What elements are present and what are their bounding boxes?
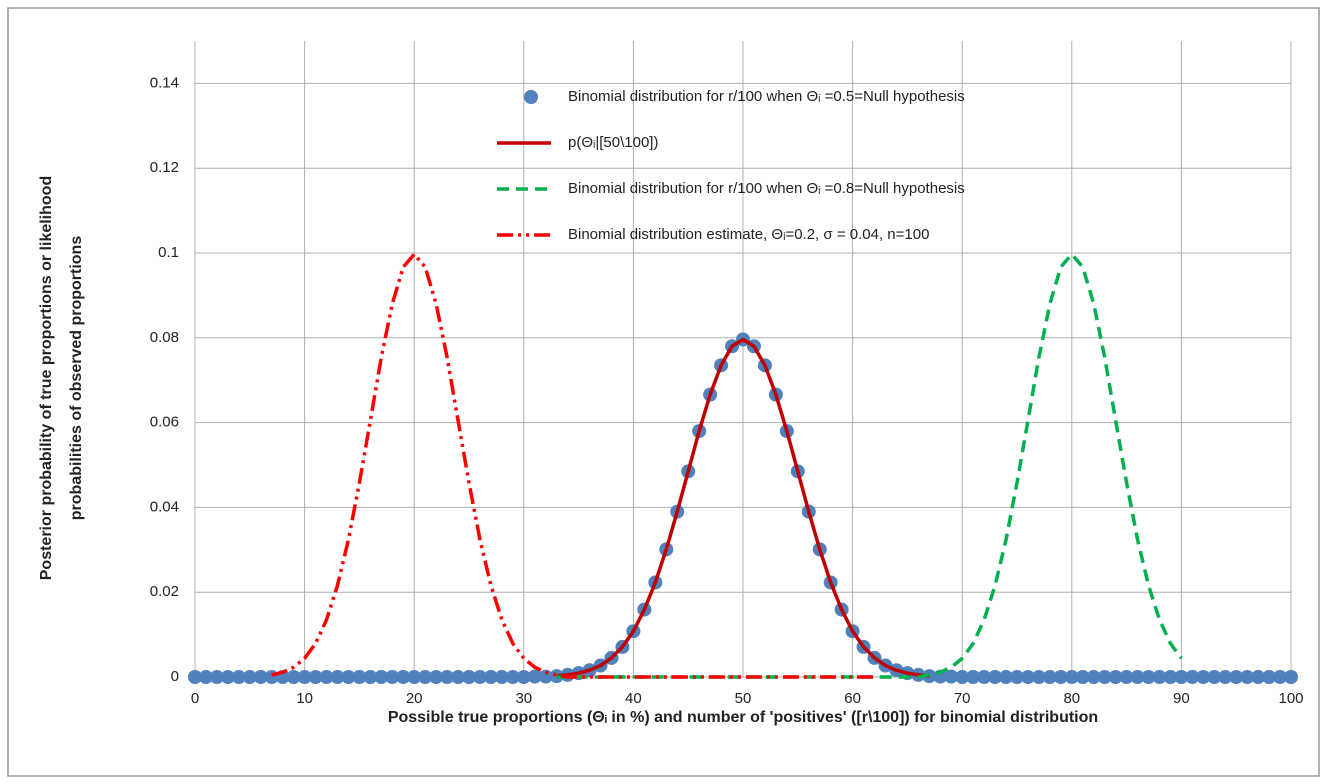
x-tick-label: 10 xyxy=(296,690,313,707)
y-tick-label: 0.12 xyxy=(150,159,179,176)
data-point xyxy=(308,670,323,684)
x-tick-label: 0 xyxy=(191,690,199,707)
x-tick-label: 20 xyxy=(406,690,423,707)
data-point xyxy=(472,670,487,684)
data-point xyxy=(988,670,1003,684)
x-tick-label: 90 xyxy=(1173,690,1190,707)
data-point xyxy=(1042,670,1057,684)
data-point xyxy=(440,670,455,684)
legend-label: Binomial distribution for r/100 when Θᵢ … xyxy=(568,88,965,105)
y-axis-title: probabilities of observed proportions xyxy=(68,236,85,521)
data-point xyxy=(286,670,301,684)
data-point xyxy=(253,670,268,684)
data-point xyxy=(429,670,444,684)
data-point xyxy=(944,669,959,684)
data-point xyxy=(209,670,224,684)
data-point xyxy=(418,670,433,684)
legend-label: Binomial distribution for r/100 when Θᵢ … xyxy=(568,180,965,197)
x-axis-title: Possible true proportions (Θᵢ in %) and … xyxy=(388,709,1098,726)
data-point xyxy=(483,670,498,684)
data-point xyxy=(1152,670,1167,684)
x-tick-label: 60 xyxy=(844,690,861,707)
legend-marker xyxy=(524,90,538,104)
data-point xyxy=(955,670,970,684)
data-point xyxy=(188,670,202,684)
y-tick-label: 0.06 xyxy=(150,414,179,431)
data-point xyxy=(1163,670,1178,684)
data-point xyxy=(1218,670,1233,684)
y-tick-label: 0.04 xyxy=(150,498,179,515)
data-point xyxy=(1031,670,1046,684)
data-point xyxy=(1119,670,1134,684)
data-point xyxy=(231,670,246,684)
x-tick-label: 50 xyxy=(735,690,752,707)
y-tick-label: 0.02 xyxy=(150,583,179,600)
data-point xyxy=(1196,670,1211,684)
data-point xyxy=(505,670,520,684)
data-point xyxy=(1020,670,1035,684)
data-point xyxy=(1064,670,1079,684)
data-point xyxy=(1284,670,1298,684)
data-point xyxy=(462,670,476,684)
data-point xyxy=(538,669,553,684)
data-point xyxy=(451,670,466,684)
data-point xyxy=(1086,670,1101,684)
y-tick-label: 0.14 xyxy=(150,74,179,91)
data-point xyxy=(1240,670,1255,684)
data-point xyxy=(396,670,411,684)
data-point xyxy=(352,670,367,684)
x-tick-label: 80 xyxy=(1063,690,1080,707)
data-point xyxy=(1229,670,1244,684)
y-tick-label: 0.08 xyxy=(150,329,179,346)
x-tick-label: 40 xyxy=(625,690,642,707)
data-point xyxy=(527,669,542,684)
chart-border xyxy=(7,7,1320,777)
x-tick-label: 100 xyxy=(1278,690,1303,707)
data-point xyxy=(1130,670,1145,684)
data-point xyxy=(1251,670,1266,684)
data-point xyxy=(1273,670,1288,684)
data-point xyxy=(1141,670,1156,684)
data-point xyxy=(966,670,981,684)
data-point xyxy=(494,670,509,684)
y-tick-label: 0.1 xyxy=(158,244,179,261)
data-point xyxy=(1053,670,1068,684)
data-point xyxy=(1108,670,1123,684)
y-axis-title: Posterior probability of true proportion… xyxy=(38,176,55,580)
data-point xyxy=(1174,670,1189,684)
data-point xyxy=(319,670,334,684)
data-point xyxy=(1207,670,1222,684)
data-point xyxy=(374,670,389,684)
data-point xyxy=(242,670,257,684)
data-point xyxy=(999,670,1014,684)
data-point xyxy=(516,670,531,684)
x-tick-label: 30 xyxy=(515,690,532,707)
x-tick-label: 70 xyxy=(954,690,971,707)
data-point xyxy=(330,670,345,684)
data-point xyxy=(385,670,400,684)
data-point xyxy=(1097,670,1112,684)
legend-label: Binomial distribution estimate, Θᵢ=0.2, … xyxy=(568,226,929,243)
data-point xyxy=(1010,670,1024,684)
data-point xyxy=(363,670,378,684)
data-point xyxy=(198,670,213,684)
data-point xyxy=(1185,670,1200,684)
data-point xyxy=(1075,670,1090,684)
data-point xyxy=(407,670,422,684)
y-tick-label: 0 xyxy=(171,668,179,685)
data-line xyxy=(556,337,930,678)
data-point xyxy=(297,670,312,684)
data-point xyxy=(977,670,992,684)
data-point xyxy=(220,670,235,684)
data-point xyxy=(1262,670,1277,684)
data-line xyxy=(271,252,875,679)
legend-label: p(Θᵢ|[50\100]) xyxy=(568,134,658,151)
data-point xyxy=(341,670,356,684)
